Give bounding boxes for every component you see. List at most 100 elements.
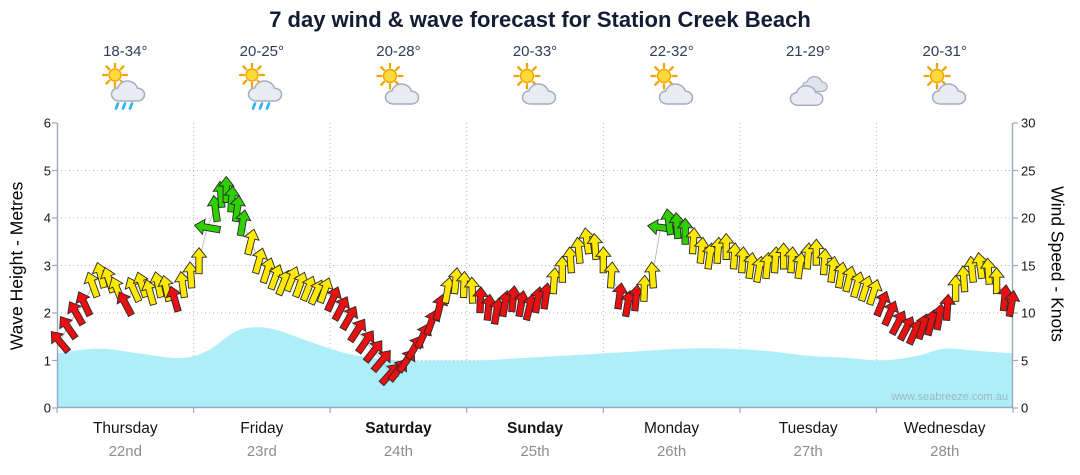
wind-arrow [251, 247, 269, 275]
day-name-label: Sunday [507, 420, 563, 437]
wind-arrow [234, 209, 252, 237]
weather-icon [921, 62, 969, 111]
wind-arrow [165, 285, 182, 313]
y-tick-label-right: 30 [1021, 115, 1036, 131]
wind-arrow [979, 257, 997, 285]
day-name-label: Monday [643, 420, 700, 437]
rain-icon [251, 102, 271, 110]
weather-icon-svg [238, 61, 283, 110]
weather-icon-svg [789, 75, 828, 107]
temperature-range: 20-25° [239, 43, 285, 60]
wind-arrow [1003, 289, 1021, 318]
weather-icon [101, 61, 149, 111]
y-tick-label-right: 0 [1021, 400, 1029, 416]
sun-icon [102, 61, 129, 89]
day-date-label: 27th [793, 443, 823, 460]
wind-arrow [339, 305, 359, 332]
wind-arrow [685, 227, 703, 255]
y-tick-label-left: 4 [43, 210, 51, 226]
day-date-label: 24th [383, 443, 414, 460]
weather-icon-svg [376, 62, 420, 105]
wind-arrow [67, 301, 86, 327]
y-tick-label-right: 5 [1021, 353, 1029, 368]
wind-arrow [347, 318, 367, 344]
wind-arrow [866, 279, 883, 307]
sun-icon [649, 62, 678, 90]
wind-arrow [50, 330, 72, 355]
wind-arrow [75, 291, 94, 318]
wind-arrow [229, 194, 247, 223]
day-name-label: Thursday [92, 420, 158, 437]
wind-arrow [807, 238, 825, 266]
cloud-icon [111, 80, 146, 102]
y-tick-label-left: 2 [43, 305, 51, 321]
watermark: www.seabreeze.com.au [891, 391, 1008, 403]
day-date-label: 26th [656, 443, 687, 460]
wind-arrow [316, 277, 334, 305]
wind-arrow [370, 349, 391, 374]
temperature-range: 21-29° [785, 43, 831, 60]
wind-arrow [463, 276, 481, 304]
wind-arrow [83, 271, 101, 299]
wind-arrow [717, 232, 735, 260]
weather-icon [784, 63, 832, 111]
day-date-label: 28th [930, 443, 960, 460]
cloud-icon [247, 80, 283, 102]
cloud-icon [789, 84, 824, 107]
rain-icon [114, 102, 134, 110]
day-name-label: Friday [240, 420, 284, 437]
wave-area [57, 327, 1013, 408]
weather-icon-svg [649, 62, 693, 105]
page-title: 7 day wind & wave forecast for Station C… [269, 7, 811, 32]
wind-arrow [939, 293, 957, 321]
day-date-label: 23rd [246, 443, 277, 460]
temperature-range: 22-32° [649, 43, 694, 60]
temperature-range: 20-28° [376, 43, 421, 60]
y-tick-label-right: 10 [1021, 305, 1036, 321]
temperature-range: 20-31° [922, 43, 967, 60]
y-tick-label-left: 5 [43, 163, 51, 178]
wind-arrow [873, 290, 891, 318]
y-tick-label-right: 25 [1021, 163, 1036, 178]
y-tick-label-right: 20 [1021, 210, 1036, 226]
plot-area [50, 122, 1021, 413]
wind-arrow [603, 261, 621, 289]
y-tick-label-left: 3 [43, 258, 51, 273]
wind-arrow [331, 296, 350, 322]
cloud-icon [658, 83, 693, 105]
wind-arrow [243, 228, 260, 256]
weather-icon [374, 62, 422, 111]
y-tick-label-left: 0 [43, 400, 51, 416]
temperature-range: 18-34° [103, 43, 148, 60]
cloud-icon [521, 83, 557, 105]
sun-icon [376, 62, 405, 90]
weather-icon-svg [923, 62, 966, 105]
sun-icon [923, 62, 951, 90]
cloud-icon [931, 83, 966, 105]
day-name-label: Wednesday [903, 420, 986, 437]
day-name-label: Tuesday [778, 420, 838, 437]
day-date-label: 22nd [108, 443, 142, 460]
wind-arrow [132, 271, 150, 299]
wind-arrow [190, 246, 208, 275]
weather-icon [648, 62, 696, 111]
wind-arrow [594, 246, 612, 274]
wind-arrow [324, 286, 342, 313]
wind-arrow [988, 266, 1006, 295]
y-tick-label-left: 1 [43, 353, 51, 368]
y-tick-label-right: 15 [1021, 258, 1036, 273]
weather-icon-svg [102, 61, 146, 110]
y-tick-label-left: 6 [43, 115, 51, 131]
wind-arrow [59, 316, 79, 341]
weather-icon [238, 61, 286, 111]
weather-icon-svg [513, 62, 557, 105]
wind-arrow [193, 218, 222, 236]
wind-arrow [881, 300, 900, 327]
wind-arrow [676, 217, 694, 245]
wind-arrow [116, 291, 135, 318]
right-axis-label: Wind Speed - Knots [1047, 186, 1068, 342]
weather-icon [511, 62, 559, 111]
day-name-label: Saturday [365, 420, 432, 437]
cloud-icon [385, 83, 420, 105]
